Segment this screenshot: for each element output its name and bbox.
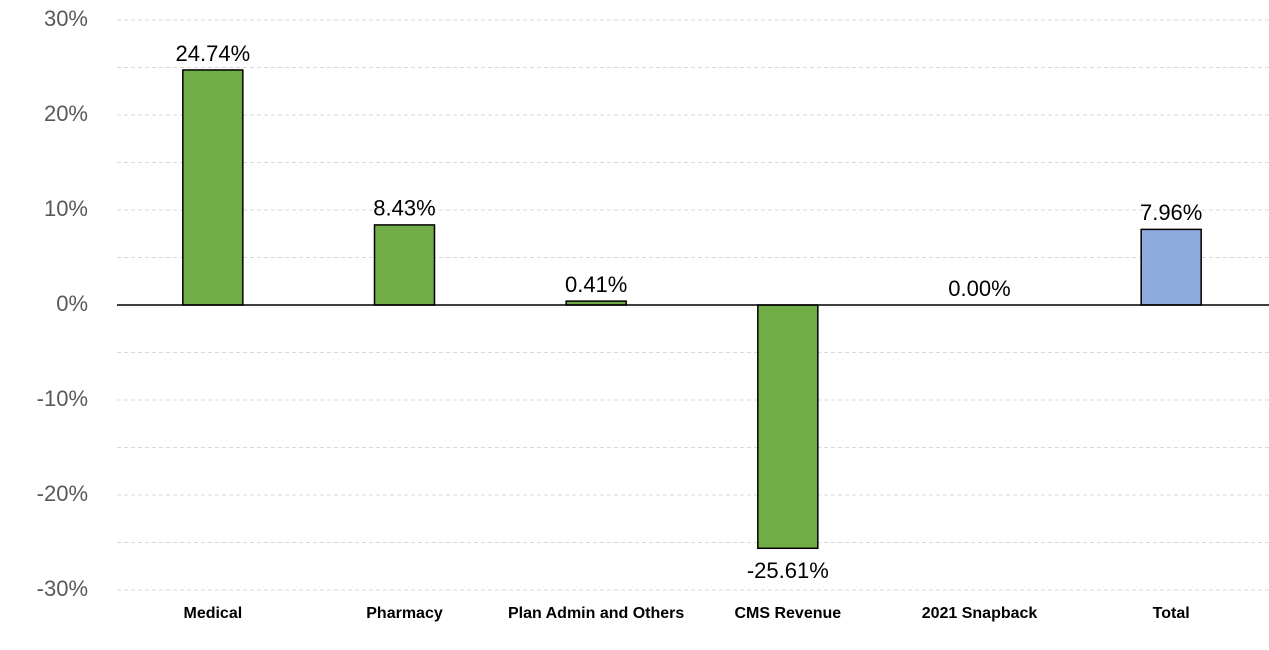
x-tick-label: Plan Admin and Others (507, 605, 685, 622)
value-label: -25.61% (747, 558, 829, 583)
y-tick-label: 0% (56, 291, 88, 316)
bar (757, 304, 819, 550)
y-tick-label: 30% (44, 6, 88, 31)
x-tick-label: Total (1152, 605, 1190, 622)
bar (182, 69, 244, 306)
value-label: 8.43% (373, 196, 435, 221)
bar (1140, 228, 1202, 306)
value-label: 7.96% (1140, 200, 1202, 225)
y-tick-label: -10% (37, 386, 88, 411)
x-tick-label: CMS Revenue (734, 605, 842, 622)
x-tick-label: Pharmacy (366, 605, 443, 622)
bar (373, 224, 436, 306)
y-tick-label: 20% (44, 101, 88, 126)
x-tick-label: 2021 Snapback (921, 605, 1038, 622)
y-tick-label: -20% (37, 481, 88, 506)
value-label: 0.00% (948, 276, 1010, 301)
y-tick-label: -30% (37, 576, 88, 601)
y-tick-label: 10% (44, 196, 88, 221)
value-label: 24.74% (176, 41, 251, 66)
x-tick-label: Medical (183, 605, 243, 622)
value-label: 0.41% (565, 272, 627, 297)
